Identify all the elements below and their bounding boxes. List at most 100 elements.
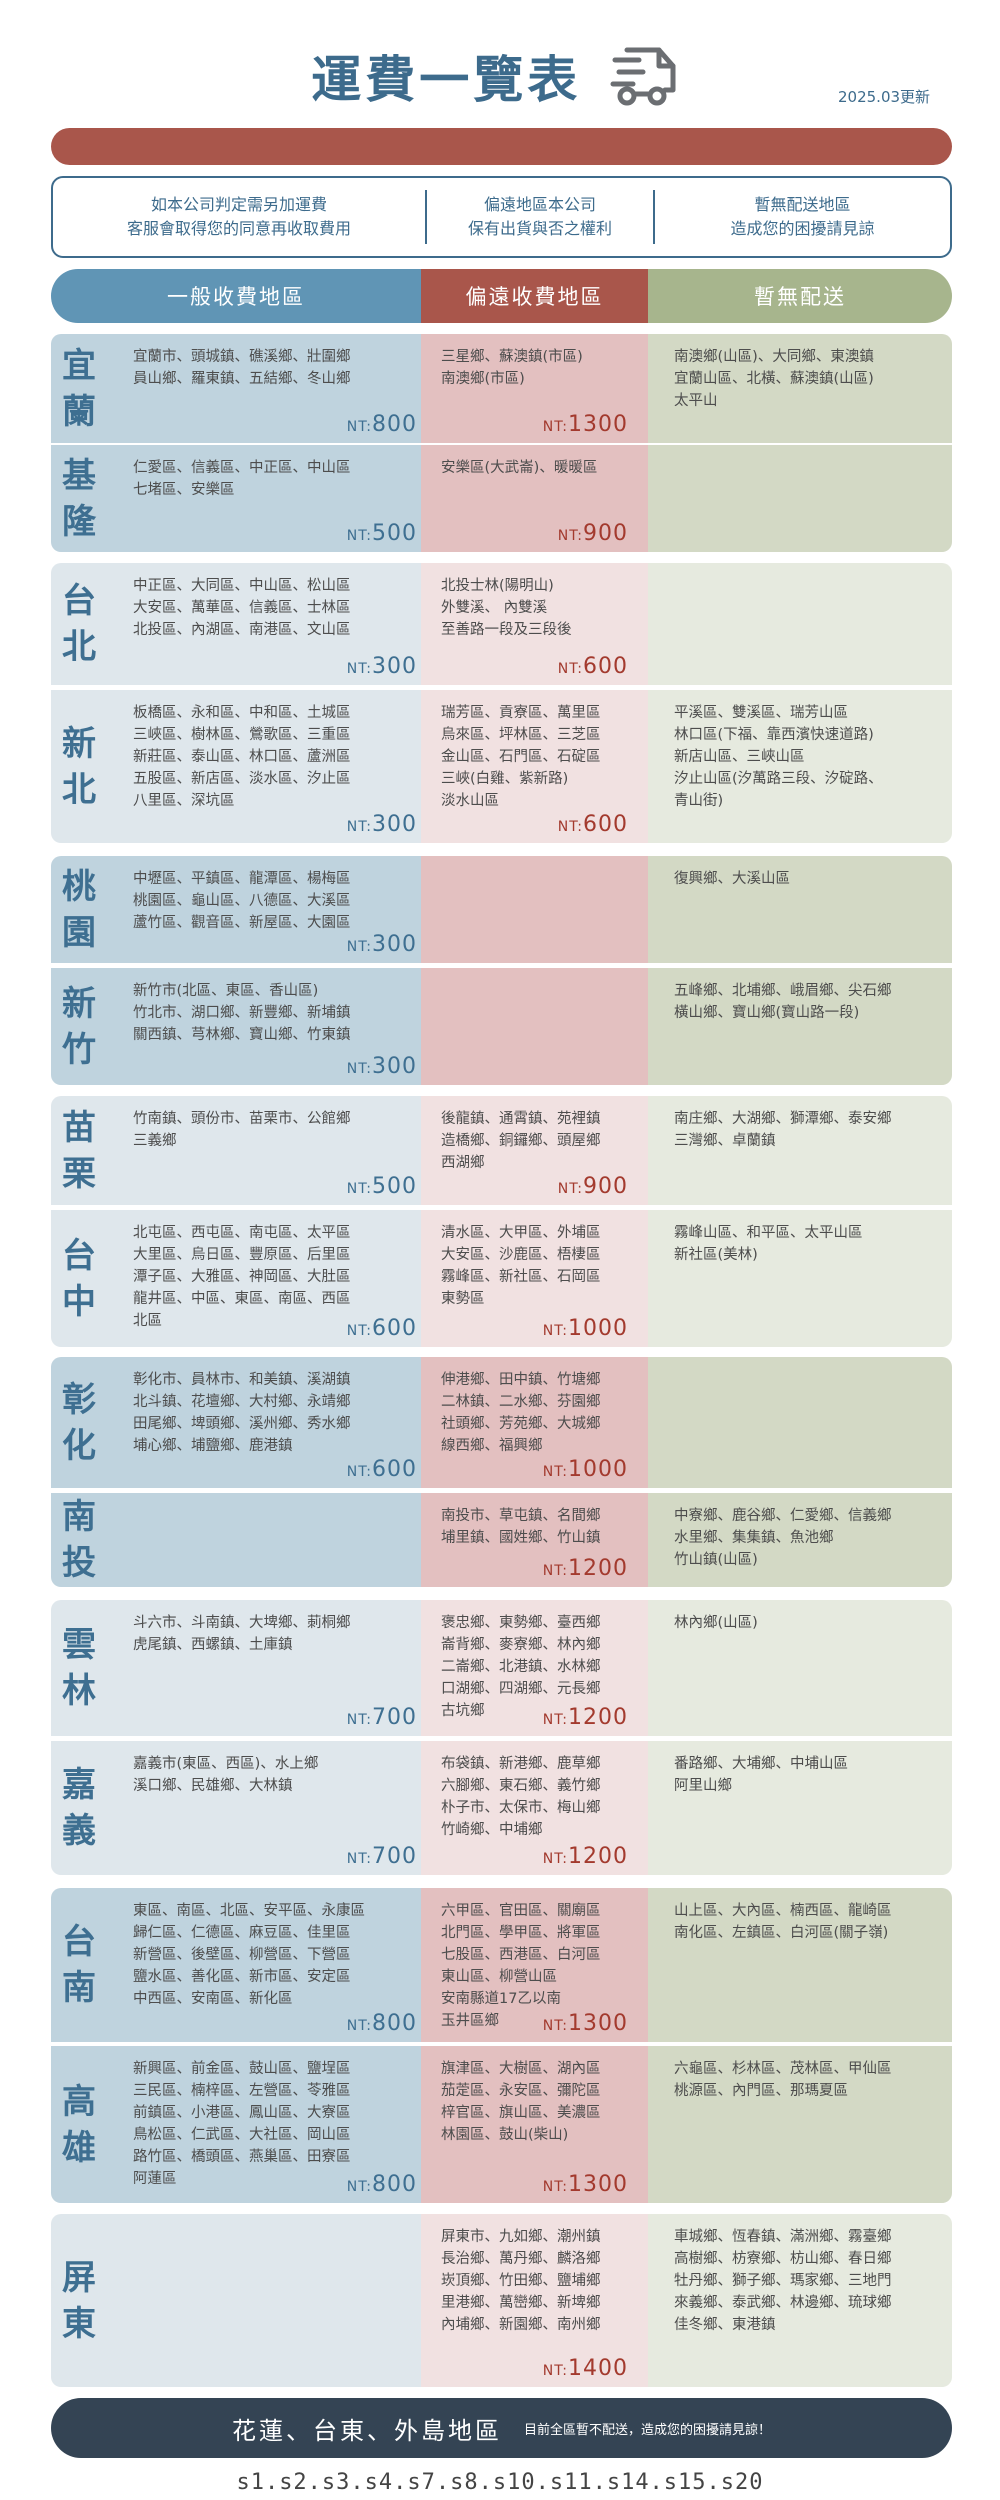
area-line: 水里鄉、集集鎮、魚池鄉 <box>674 1530 834 1546</box>
price-value: 900 <box>583 521 628 546</box>
region-name-char: 東 <box>62 2303 96 2344</box>
general-cell: 屏東 <box>51 2214 421 2387</box>
remote-areas: 瑞芳區、貢寮區、萬里區 烏來區、坪林區、三芝區 金山區、石門區、石碇區 三峽(白雞、紫… <box>441 702 601 812</box>
remote-cell: 布袋鎮、新港鄉、鹿草鄉 六腳鄉、東石鄉、義竹鄉 朴子市、太保市、梅山鄉 竹崎鄉、中埔鄉… <box>421 1741 648 1875</box>
price-value: 800 <box>372 2172 417 2197</box>
no-delivery-cell: 六龜區、杉林區、茂林區、甲仙區 桃源區、內門區、那瑪夏區 <box>648 2046 952 2203</box>
area-line: 仁愛區、信義區、中正區、中山區 <box>133 460 351 476</box>
area-line: 龍井區、中區、東區、南區、西區 <box>133 1291 351 1307</box>
area-line: 竹北市、湖口鄉、新豐鄉、新埔鎮 <box>133 1005 351 1021</box>
general-areas: 彰化市、員林市、和美鎮、溪湖鎮 北斗鎮、花壇鄉、大村鄉、永靖鄉 田尾鄉、埤頭鄉、溪州… <box>133 1369 351 1457</box>
remote-price: NT:1000 <box>543 1457 628 1482</box>
no-delivery-cell: 車城鄉、恆春鎮、滿洲鄉、霧臺鄉 高樹鄉、枋寮鄉、枋山鄉、春日鄉 牡丹鄉、獅子鄉、瑪家… <box>648 2214 952 2387</box>
no-delivery-cell: 霧峰山區、和平區、太平山區 新社區(美林) <box>648 1210 952 1347</box>
price-prefix: NT: <box>542 419 568 435</box>
remote-areas: 清水區、大甲區、外埔區 大安區、沙鹿區、梧棲區 霧峰區、新社區、石岡區 東勢區 <box>441 1222 601 1310</box>
remote-cell: 安樂區(大武崙)、暖暖區 NT:900 <box>421 445 648 552</box>
remote-areas: 旗津區、大樹區、湖內區 茄萣區、永安區、彌陀區 梓官區、旗山區、美濃區 林園區、鼓山(… <box>441 2058 601 2146</box>
general-price: NT:500 <box>347 1174 417 1199</box>
area-line: 布袋鎮、新港鄉、鹿草鄉 <box>441 1756 601 1772</box>
remote-price: NT:1300 <box>543 2172 628 2197</box>
region-name-char: 台 <box>62 1922 96 1962</box>
price-value: 1200 <box>568 1556 628 1581</box>
price-prefix: NT: <box>557 661 583 677</box>
general-cell: 苗栗竹南鎮、頭份市、苗栗市、公館鄉 三義鄉 NT:500 <box>51 1096 421 1205</box>
no-delivery-areas: 山上區、大內區、楠西區、龍崎區 南化區、左鎮區、白河區(關子嶺) <box>674 1900 892 1944</box>
remote-areas: 後龍鎮、通霄鎮、苑裡鎮 造橋鄉、銅鑼鄉、頭屋鄉 西湖鄉 <box>441 1108 601 1174</box>
general-cell: 雲林斗六市、斗南鎮、大埤鄉、莿桐鄉 虎尾鎮、西螺鎮、土庫鎮 NT:700 <box>51 1600 421 1736</box>
region-name: 台南 <box>51 1888 107 2042</box>
price-prefix: NT: <box>346 419 372 435</box>
general-areas: 嘉義市(東區、西區)、水上鄉 溪口鄉、民雄鄉、大林鎮 <box>133 1753 318 1797</box>
area-line: 伸港鄉、田中鎮、竹塘鄉 <box>441 1372 601 1388</box>
area-line: 長治鄉、萬丹鄉、麟洛鄉 <box>441 2251 601 2267</box>
no-delivery-cell: 山上區、大內區、楠西區、龍崎區 南化區、左鎮區、白河區(關子嶺) <box>648 1888 952 2042</box>
remote-areas: 三星鄉、蘇澳鎮(市區) 南澳鄉(市區) <box>441 346 583 390</box>
area-line: 中寮鄉、鹿谷鄉、仁愛鄉、信義鄉 <box>674 1508 892 1524</box>
area-line: 古坑鄉 <box>441 1703 485 1719</box>
price-prefix: NT: <box>346 1712 372 1728</box>
general-cell: 嘉義嘉義市(東區、西區)、水上鄉 溪口鄉、民雄鄉、大林鎮 NT:700 <box>51 1741 421 1875</box>
area-line: 後龍鎮、通霄鎮、苑裡鎮 <box>441 1111 601 1127</box>
price-prefix: NT: <box>557 819 583 835</box>
region-name: 台中 <box>51 1210 107 1347</box>
general-cell: 彰化彰化市、員林市、和美鎮、溪湖鎮 北斗鎮、花壇鄉、大村鄉、永靖鄉 田尾鄉、埤頭鄉、… <box>51 1357 421 1488</box>
area-line: 竹山鎮(山區) <box>674 1552 758 1568</box>
area-line: 中正區、大同區、中山區、松山區 <box>133 578 351 594</box>
area-line: 橫山鄉、寶山鄉(寶山路一段) <box>674 1005 860 1021</box>
header-no-delivery: 暫無配送 <box>648 269 952 323</box>
general-price: NT:300 <box>347 812 417 837</box>
remote-cell <box>421 856 648 963</box>
region-name: 嘉義 <box>51 1741 107 1875</box>
area-line: 五峰鄉、北埔鄉、峨眉鄉、尖石鄉 <box>674 983 892 999</box>
price-prefix: NT: <box>346 939 372 955</box>
area-line: 造橋鄉、銅鑼鄉、頭屋鄉 <box>441 1133 601 1149</box>
general-price: NT:300 <box>347 932 417 957</box>
region-name-char: 栗 <box>62 1153 96 1194</box>
remote-cell: 屏東市、九如鄉、潮州鎮 長治鄉、萬丹鄉、麟洛鄉 崁頂鄉、竹田鄉、鹽埔鄉 里港鄉、萬巒鄉… <box>421 2214 648 2387</box>
area-line: 玉井區鄉 <box>441 2013 499 2029</box>
divider <box>653 190 655 244</box>
area-line: 屏東市、九如鄉、潮州鎮 <box>441 2229 601 2245</box>
price-prefix: NT: <box>346 1323 372 1339</box>
area-line: 鹽水區、善化區、新市區、安定區 <box>133 1969 351 1985</box>
area-line: 青山街) <box>674 793 724 809</box>
area-line: 東區、南區、北區、安平區、永康區 <box>133 1903 365 1919</box>
price-prefix: NT: <box>542 2363 568 2379</box>
area-line: 崁頂鄉、竹田鄉、鹽埔鄉 <box>441 2273 601 2289</box>
region-row: 台北中正區、大同區、中山區、松山區 大安區、萬華區、信義區、士林區 北投區、內湖區、… <box>51 563 952 685</box>
price-prefix: NT: <box>346 1181 372 1197</box>
title-text: 運費一覽表 <box>311 51 582 109</box>
region-row: 屏東 屏東市、九如鄉、潮州鎮 長治鄉、萬丹鄉、麟洛鄉 崁頂鄉、竹田鄉、鹽埔鄉 里港鄉、萬… <box>51 2214 952 2387</box>
region-row: 新竹 新竹市(北區、東區、香山區) 竹北市、湖口鄉、新豐鄉、新埔鎮 關西鎮、芎林鄉、寶… <box>51 968 952 1085</box>
region-name-char: 園 <box>62 912 96 953</box>
remote-price: NT:1200 <box>543 1556 628 1581</box>
area-line: 南澳鄉(山區)、大同鄉、東澳鎮 <box>674 349 874 365</box>
area-line: 內埔鄉、新園鄉、南州鄉 <box>441 2317 601 2333</box>
remote-cell: 六甲區、官田區、關廟區 北門區、學甲區、將軍區 七股區、西港區、白河區 東山區、柳營山… <box>421 1888 648 2042</box>
notice-remote: 偏遠地區本公司 保有出貨與否之權利 <box>427 178 653 256</box>
no-delivery-areas: 六龜區、杉林區、茂林區、甲仙區 桃源區、內門區、那瑪夏區 <box>674 2058 892 2102</box>
price-prefix: NT: <box>346 661 372 677</box>
remote-price: NT:1200 <box>543 1844 628 1869</box>
no-delivery-cell: 中寮鄉、鹿谷鄉、仁愛鄉、信義鄉 水里鄉、集集鎮、魚池鄉 竹山鎮(山區) <box>648 1493 952 1587</box>
region-row: 高雄新興區、前金區、鼓山區、鹽埕區 三民區、楠梓區、左營區、苓雅區 前鎮區、小港區、… <box>51 2046 952 2203</box>
region-name: 宜蘭 <box>51 334 107 443</box>
region-name-char: 台 <box>62 1235 96 1276</box>
price-prefix: NT: <box>346 2179 372 2195</box>
region-name-char: 新 <box>62 723 96 764</box>
general-price: NT:600 <box>347 1316 417 1341</box>
general-cell: 宜蘭宜蘭市、頭城鎮、礁溪鄉、壯圍鄉 員山鄉、羅東鎮、五結鄉、冬山鄉 NT:800 <box>51 334 421 443</box>
no-delivery-cell: 南澳鄉(山區)、大同鄉、東澳鎮 宜蘭山區、北橫、蘇澳鎮(山區) 太平山 <box>648 334 952 443</box>
area-line: 大里區、烏日區、豐原區、后里區 <box>133 1247 351 1263</box>
remote-areas: 北投士林(陽明山) 外雙溪、 內雙溪 至善路一段及三段後 <box>441 575 572 641</box>
no-delivery-areas: 南庄鄉、大湖鄉、獅潭鄉、泰安鄉 三灣鄉、卓蘭鎮 <box>674 1108 892 1152</box>
price-value: 300 <box>372 812 417 837</box>
general-areas: 仁愛區、信義區、中正區、中山區 七堵區、安樂區 <box>133 457 351 501</box>
general-cell: 台南東區、南區、北區、安平區、永康區 歸仁區、仁德區、麻豆區、佳里區 新營區、後壁區… <box>51 1888 421 2042</box>
no-delivery-cell <box>648 1357 952 1488</box>
no-delivery-areas: 中寮鄉、鹿谷鄉、仁愛鄉、信義鄉 水里鄉、集集鎮、魚池鄉 竹山鎮(山區) <box>674 1505 892 1571</box>
general-areas: 竹南鎮、頭份市、苗栗市、公館鄉 三義鄉 <box>133 1108 351 1152</box>
area-line: 南澳鄉(市區) <box>441 371 525 387</box>
column-header: 一般收費地區 偏遠收費地區 暫無配送 <box>51 269 952 323</box>
